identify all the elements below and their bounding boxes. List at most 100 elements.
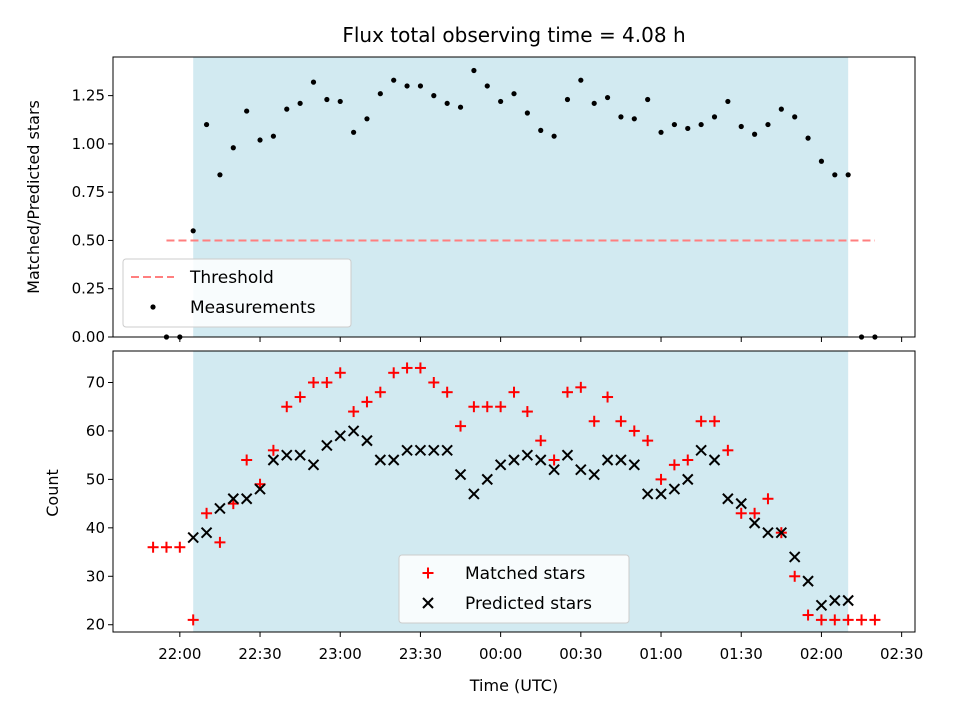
- measurement-point: [417, 83, 424, 89]
- predicted-star-point: [842, 594, 854, 607]
- predicted-star-point: [468, 488, 480, 500]
- predicted-star-point: [508, 454, 520, 466]
- measurement-point: [310, 79, 317, 85]
- predicted-star-point: [414, 444, 427, 457]
- matched-star-point: [187, 614, 199, 626]
- measurement-point: [832, 172, 838, 178]
- matched-star-point: [174, 541, 186, 553]
- matched-star-point: [548, 454, 560, 466]
- predicted-star-point: [722, 493, 734, 505]
- predicted-star-point: [561, 449, 574, 461]
- y-tick-label: 60: [86, 422, 105, 440]
- matched-star-point: [308, 376, 319, 388]
- legend-matched-swatch: [422, 567, 434, 579]
- x-tick-label: 02:30: [880, 645, 923, 663]
- matched-star-point: [495, 401, 507, 413]
- measurement-point: [765, 121, 771, 128]
- bottom-y-ticks: 20 30 40 50 60 70: [86, 373, 113, 634]
- matched-star-point: [842, 614, 854, 626]
- y-tick-label: 70: [86, 373, 105, 391]
- matched-star-point: [508, 386, 520, 398]
- predicted-star-point: [682, 473, 694, 486]
- y-tick-label: 20: [86, 616, 105, 634]
- matched-star-point: [214, 536, 226, 548]
- predicted-star-point: [227, 493, 240, 505]
- measurement-point: [351, 129, 357, 135]
- matched-star-point: [815, 614, 827, 626]
- predicted-star-point: [240, 493, 253, 505]
- predicted-star-point: [762, 526, 774, 539]
- measurement-point: [578, 77, 584, 83]
- predicted-star-point: [588, 468, 600, 481]
- legend-box: [122, 258, 352, 328]
- predicted-star-point: [708, 454, 721, 466]
- bottom-axes-frame: [112, 350, 916, 633]
- matched-star-point: [802, 609, 814, 621]
- measurement-point: [752, 131, 758, 137]
- predicted-star-point: [267, 454, 280, 466]
- matched-star-point: [762, 493, 774, 505]
- matched-star-point: [588, 415, 600, 427]
- matched-star-point: [869, 614, 881, 626]
- predicted-star-point: [748, 517, 761, 529]
- matched-star-point: [414, 362, 426, 374]
- measurement-point: [685, 125, 691, 132]
- matched-star-point: [294, 391, 306, 403]
- measurement-point: [645, 96, 651, 103]
- matched-star-point: [455, 420, 467, 432]
- measurement-point: [377, 91, 383, 97]
- measurement-point: [457, 104, 464, 110]
- measurement-point: [257, 137, 263, 143]
- predicted-star-point: [802, 575, 814, 587]
- measurement-point: [230, 145, 236, 151]
- measurement-point: [805, 135, 811, 141]
- predicted-star-point: [307, 459, 320, 471]
- matched-star-point: [789, 570, 801, 582]
- measurement-points: [163, 67, 878, 340]
- predicted-star-point: [655, 488, 667, 500]
- x-tick-label: 22:30: [238, 645, 281, 663]
- matched-star-point: [655, 473, 667, 485]
- predicted-star-point: [294, 449, 306, 461]
- matched-star-point: [348, 406, 360, 418]
- measurement-point: [284, 106, 290, 112]
- bottom-panel: 20 30 40 50 60 70 22:00 22:30 23:00 23:30 00:00 00…: [43, 350, 923, 695]
- predicted-star-point: [321, 439, 333, 452]
- predicted-star-point: [187, 531, 199, 544]
- matched-star-point: [361, 396, 373, 408]
- matched-star-point: [722, 444, 734, 456]
- top-axes-frame: [112, 56, 916, 338]
- y-tick-label: 0.75: [72, 183, 105, 201]
- y-tick-label: 1.25: [72, 87, 105, 105]
- predicted-star-point: [815, 599, 828, 612]
- measurement-point: [444, 100, 450, 106]
- matched-star-point: [642, 435, 654, 447]
- matched-star-point: [668, 459, 680, 471]
- measurement-point: [484, 83, 490, 89]
- predicted-star-point: [788, 551, 801, 563]
- measurement-point: [498, 98, 504, 105]
- chart-title: Flux total observing time = 4.08 h: [342, 23, 685, 47]
- x-tick-label: 22:00: [158, 645, 201, 663]
- predicted-star-point: [575, 463, 587, 476]
- measurement-point: [364, 116, 370, 122]
- matched-star-point: [147, 541, 159, 553]
- matched-star-point: [682, 454, 694, 466]
- matched-star-point: [856, 614, 868, 626]
- predicted-star-point: [615, 454, 627, 466]
- measurement-point: [711, 114, 718, 120]
- predicted-star-point: [829, 594, 841, 607]
- measurement-point: [270, 133, 276, 139]
- x-tick-label: 02:00: [800, 645, 843, 663]
- legend-predicted-swatch: [422, 597, 434, 609]
- x-tick-label: 23:00: [319, 645, 362, 663]
- predicted-star-point: [601, 454, 614, 466]
- measurement-point: [738, 123, 744, 130]
- measurement-point: [631, 116, 637, 122]
- predicted-star-point: [668, 483, 681, 495]
- measurement-point: [591, 100, 597, 106]
- predicted-star-point: [735, 497, 747, 510]
- matched-star-point: [374, 386, 386, 398]
- legend-box: [398, 554, 630, 624]
